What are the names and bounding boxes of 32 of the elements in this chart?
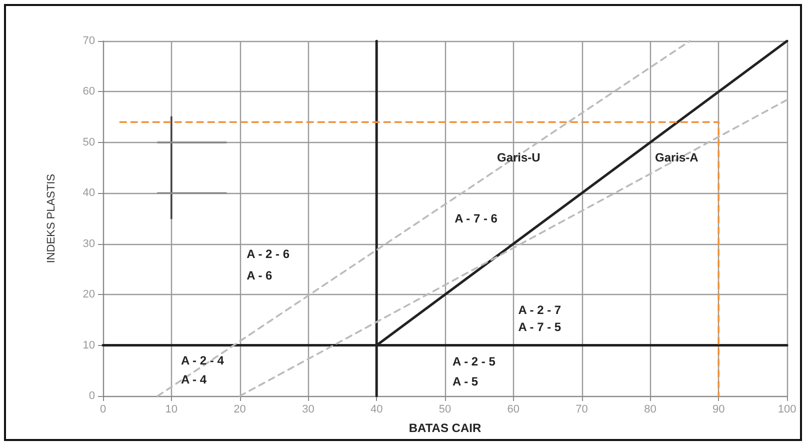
annotation: A - 2 - 4 xyxy=(180,354,224,368)
x-tick-label: 70 xyxy=(576,404,588,416)
annotation: A - 4 xyxy=(180,372,207,386)
y-tick-label: 0 xyxy=(88,390,95,402)
annotation: A - 7 - 6 xyxy=(454,212,498,226)
y-tick-label: 70 xyxy=(82,35,95,47)
x-tick-label: 50 xyxy=(438,404,452,416)
annotation: A - 5 xyxy=(452,374,478,388)
y-tick-label: 20 xyxy=(82,288,95,301)
y-tick-label: 60 xyxy=(82,86,95,98)
annotation: A - 6 xyxy=(246,268,273,282)
x-tick-label: 20 xyxy=(234,404,246,416)
y-tick-label: 30 xyxy=(82,238,95,250)
y-tick-label: 10 xyxy=(82,339,95,352)
y-tick-label: 50 xyxy=(82,136,95,148)
x-tick-label: 80 xyxy=(644,404,656,416)
x-tick-label: 10 xyxy=(165,404,178,416)
x-tick-label: 100 xyxy=(778,404,796,416)
y-axis-title: INDEKS PLASTIS xyxy=(46,174,58,264)
x-tick-label: 30 xyxy=(302,404,314,416)
annotation: A - 2 - 5 xyxy=(452,354,496,369)
y-tick-label: 40 xyxy=(82,187,95,200)
x-axis-title: BATAS CAIR xyxy=(408,421,482,435)
annotation: A - 2 - 7 xyxy=(518,302,562,317)
x-tick-label: 60 xyxy=(507,404,520,416)
annotation: Garis-A xyxy=(654,150,699,165)
x-tick-label: 90 xyxy=(712,404,725,416)
annotation: A - 2 - 6 xyxy=(246,247,290,261)
x-tick-label: 0 xyxy=(100,404,106,416)
annotation: A - 7 - 5 xyxy=(518,320,562,334)
x-tick-label: 40 xyxy=(370,404,383,416)
annotation: Garis-U xyxy=(496,150,540,165)
